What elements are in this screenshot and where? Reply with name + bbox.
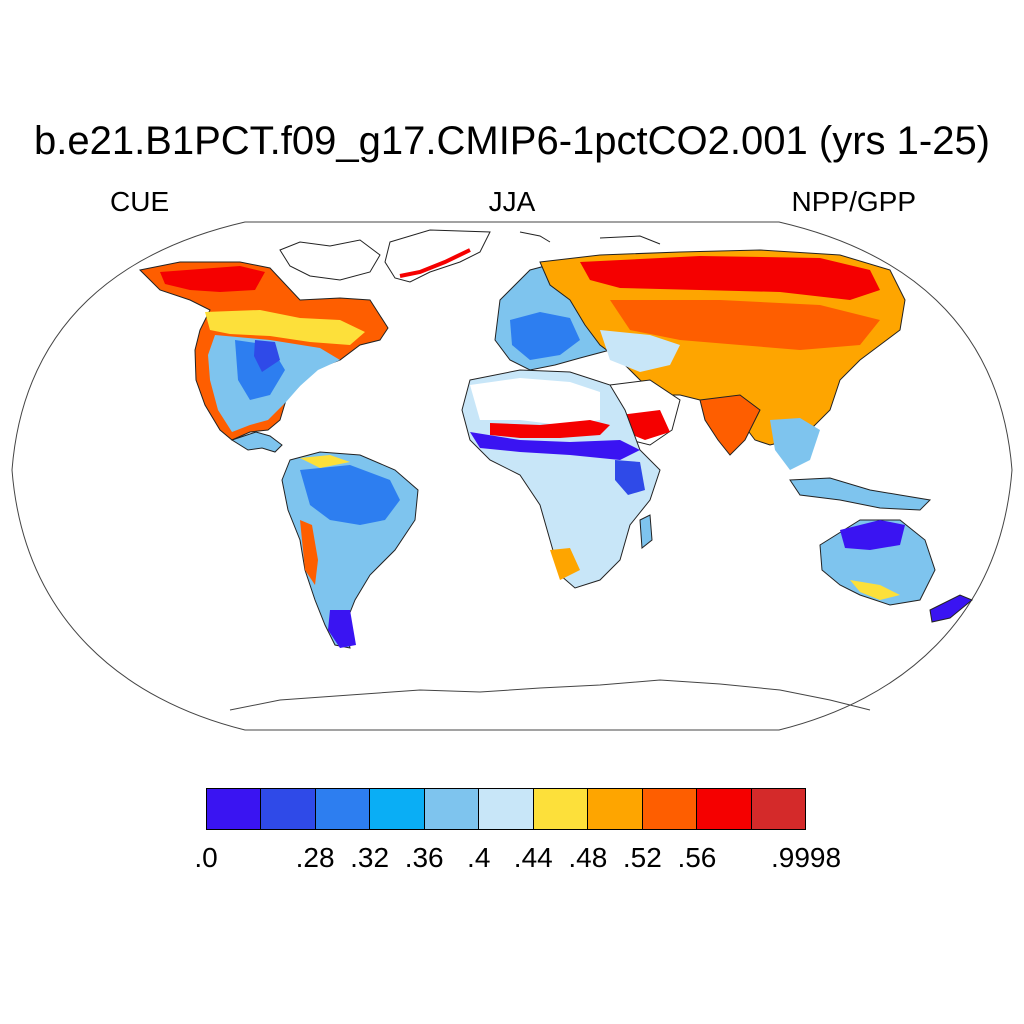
page-title: b.e21.B1PCT.f09_g17.CMIP6-1pctCO2.001 (y… [33,119,991,163]
na-yellow-band [205,310,365,345]
colorbar-box-4 [424,789,480,829]
asia-orange-band [610,300,880,350]
australia-north-blue [840,520,905,550]
subtitle-right: NPP/GPP [791,186,916,217]
colorbar-label: .32 [350,842,390,873]
europe-blue [510,312,580,360]
asia-siberia-red [580,256,880,300]
colorbar-box-5 [479,789,534,829]
colorbar-box-9 [697,789,752,829]
colorbar-label: .48 [568,842,608,873]
sahara-white [470,378,600,425]
colorbar-label: .36 [404,842,444,873]
colorbar-label: .4 [467,842,491,873]
subtitle-center: JJA [488,186,536,217]
arctic-islands [279,231,661,281]
sahel-red [490,420,610,438]
colorbar-label: .44 [513,842,553,873]
colorbar-box-1 [261,789,316,829]
australia-south-yellow [850,580,900,600]
colorbar-box-3 [370,789,425,829]
colorbar-box-10 [751,789,805,829]
colorbar-box-0 [207,789,262,829]
sa-patagonia-blue [328,610,356,648]
indonesia [789,477,932,511]
colorbar-label: .28 [295,842,335,873]
antarctica-coast [229,679,871,711]
africa-east-blue [615,460,645,495]
colorbar-box-6 [533,789,589,829]
subtitle-left: CUE [110,186,170,217]
greenland-coast-red [399,248,471,278]
africa-south-orange [550,548,580,580]
colorbar-labels: .0 .28 .32 .36 .4 .44 .48 .52 .56 .9998 [0,838,1024,878]
colorbar-label: .0 [194,842,218,873]
colorbar-box-7 [588,789,643,829]
colorbar [206,788,806,830]
madagascar [639,514,653,549]
greenland-outline [384,229,491,283]
asia-central-lightblue [600,330,680,372]
asia-india [699,394,761,456]
na-boreal-red [160,266,265,292]
central-america [230,431,283,453]
sa-amazon-blue [300,465,400,525]
sahel-blue [470,432,640,460]
na-west-darkblue [254,340,280,372]
colorbar-box-8 [642,789,698,829]
colorbar-label: .9998 [770,842,842,873]
colorbar-label: .52 [622,842,662,873]
sa-north-yellow [300,455,350,468]
sa-andes-red [300,520,318,585]
asia-southeast-lightblue [770,418,820,470]
colorbar-box-2 [315,789,371,829]
new-zealand [929,594,973,623]
colorbar-label: .56 [677,842,717,873]
